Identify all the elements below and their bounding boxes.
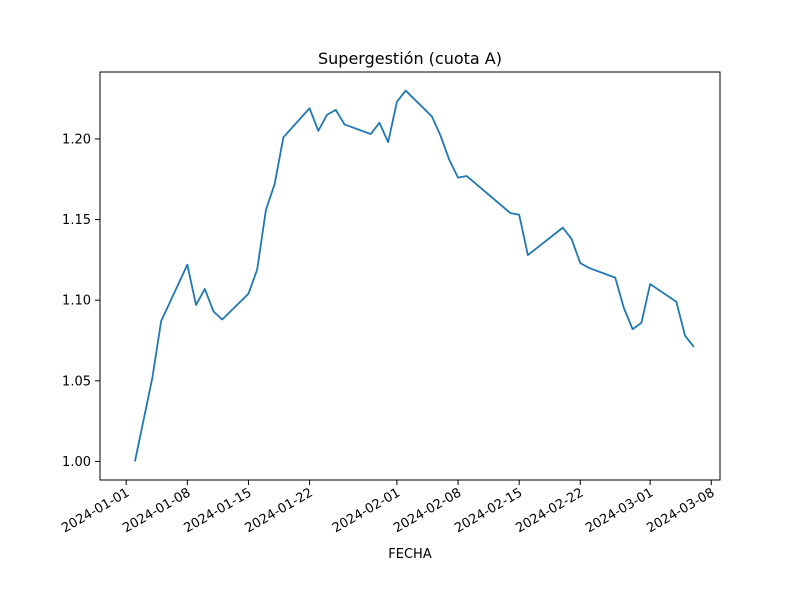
y-tick-label: 1.00 (62, 455, 91, 470)
y-tick-label: 1.15 (62, 213, 91, 228)
y-tick-label: 1.05 (62, 374, 91, 389)
y-axis: 1.00 1.05 1.10 1.15 1.20 (62, 132, 100, 470)
y-tick-label: 1.20 (62, 132, 91, 147)
series-line-0 (134, 89, 695, 462)
plot-area (134, 89, 695, 462)
chart-title: Supergestión (cuota A) (318, 49, 502, 68)
plot-frame (99, 71, 721, 481)
y-tick-label: 1.10 (62, 294, 91, 309)
x-axis-label: FECHA (388, 547, 432, 562)
